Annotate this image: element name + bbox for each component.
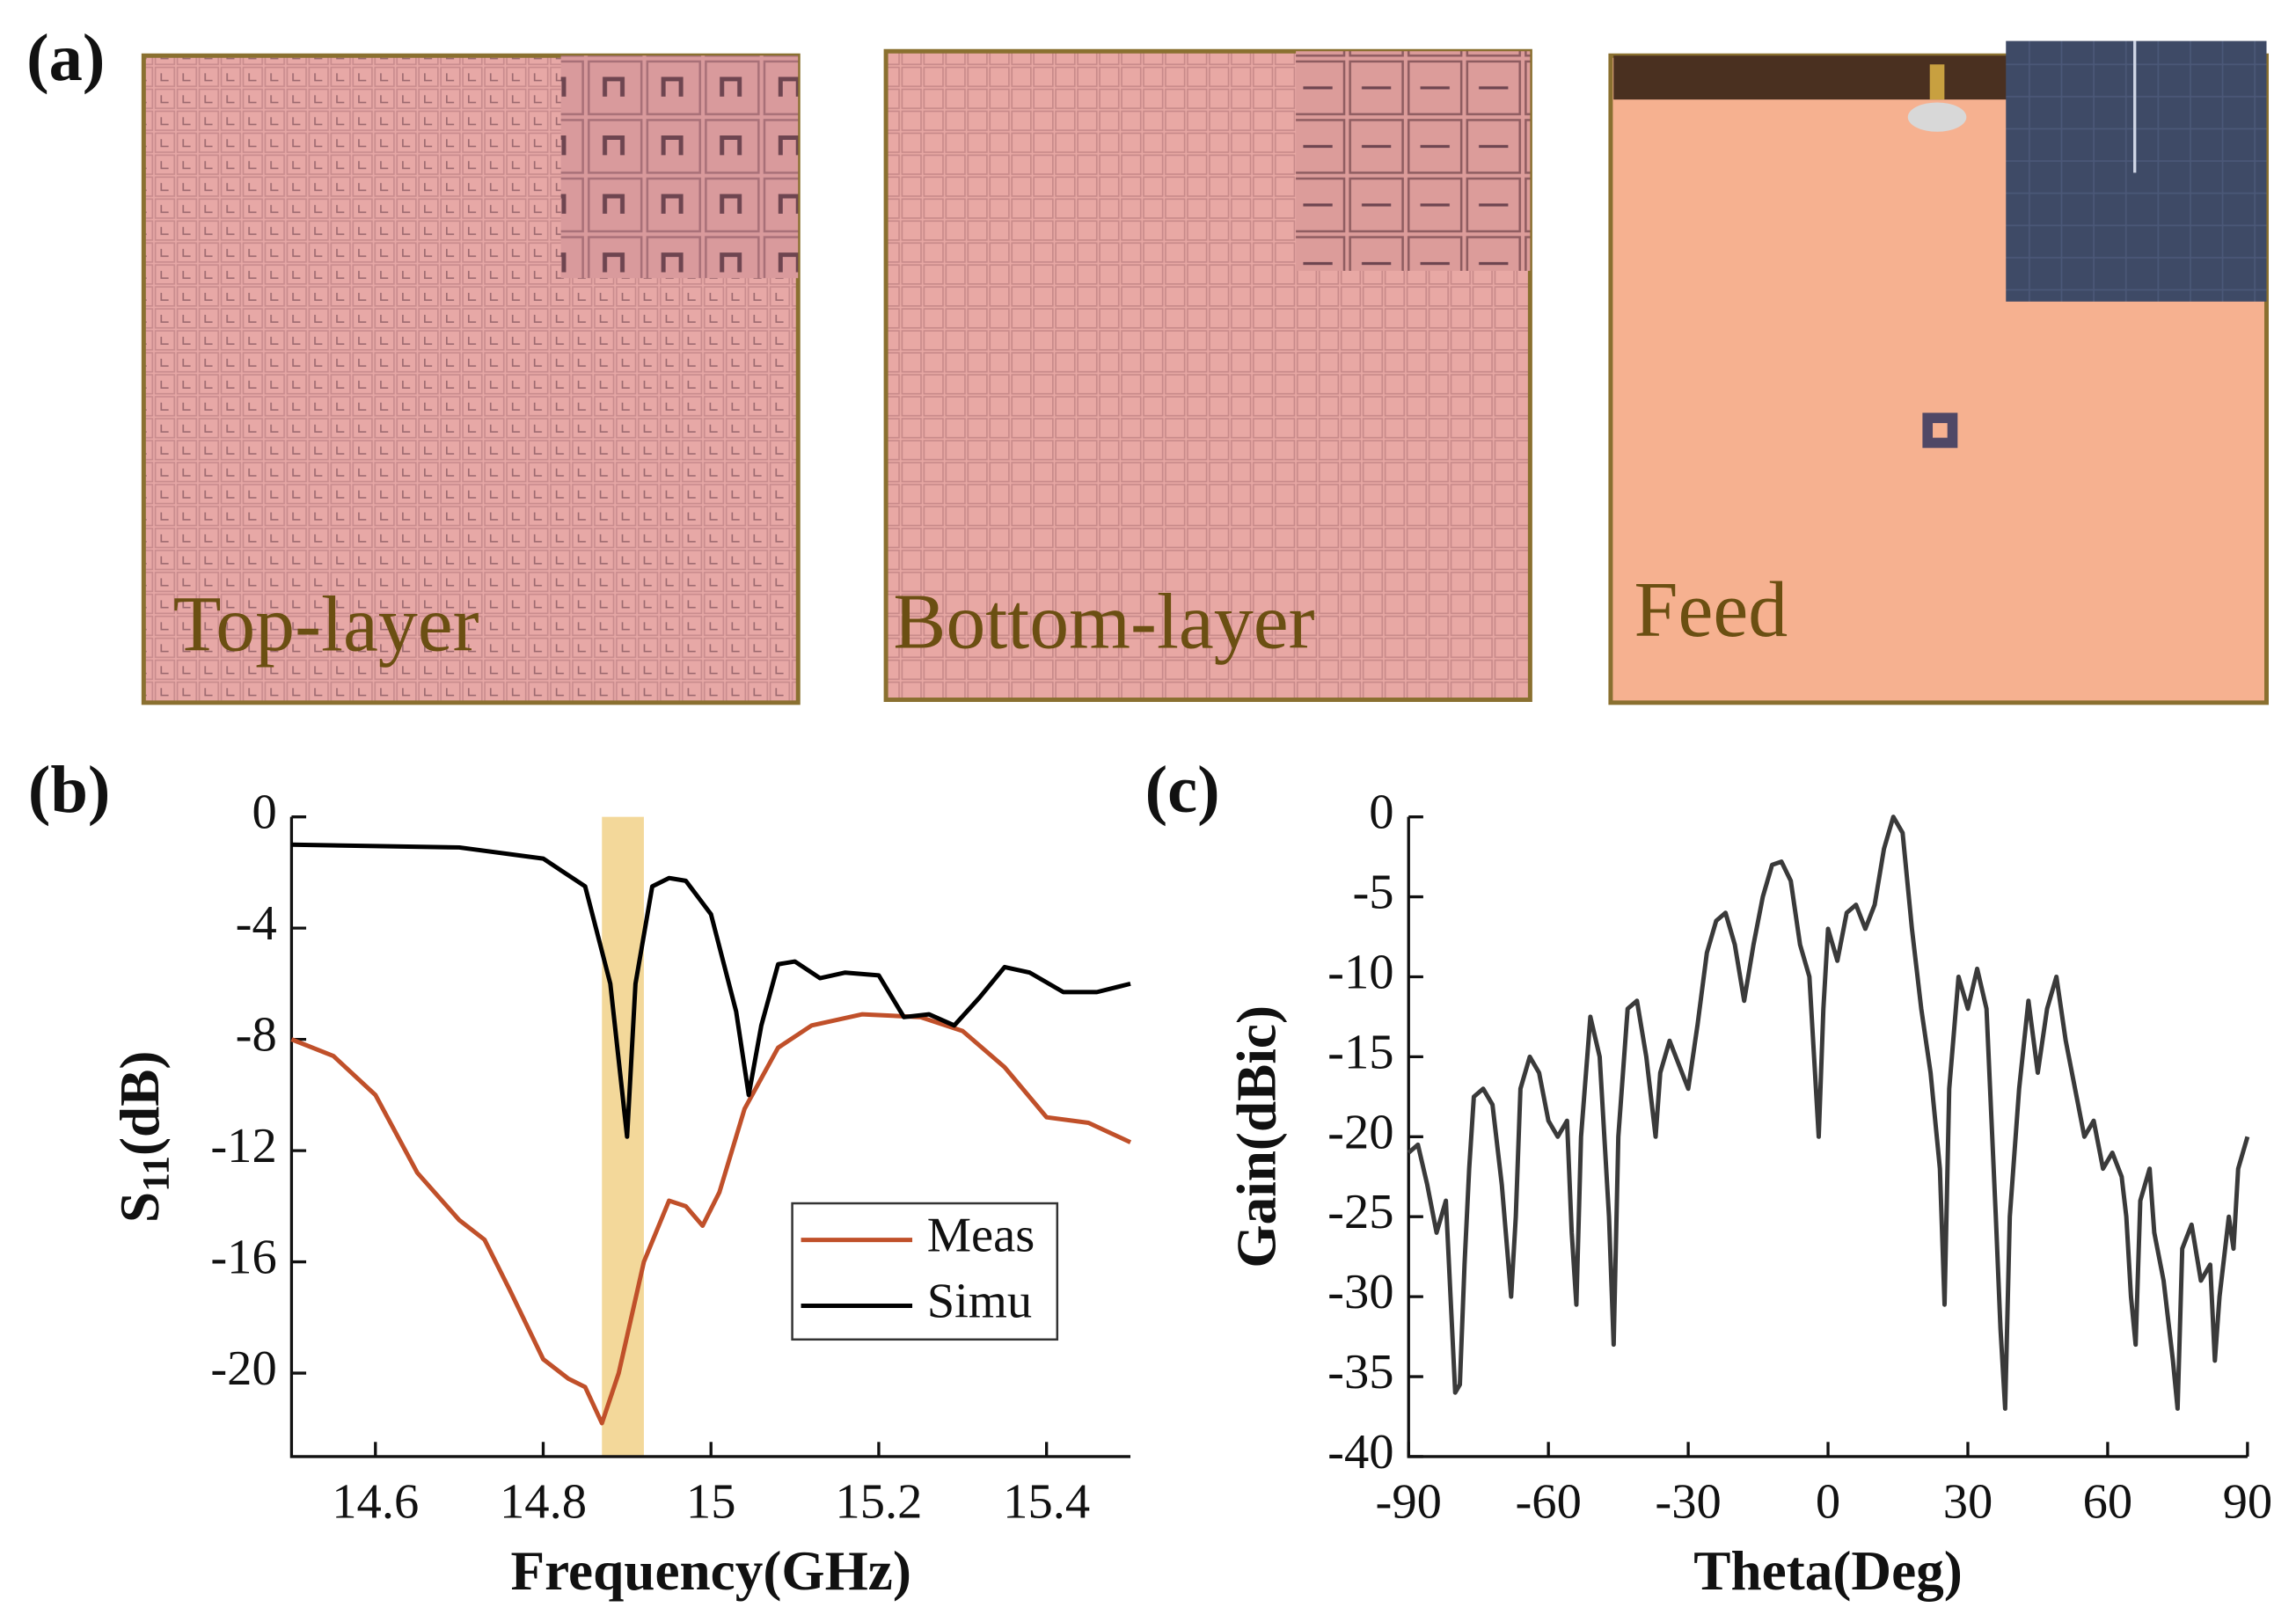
x-axis-label: Frequency(GHz) <box>510 1540 910 1602</box>
x-tick-label: 14.8 <box>500 1475 587 1530</box>
x-tick-label: -30 <box>1655 1475 1721 1530</box>
series-line <box>1407 815 2250 1411</box>
panel-label: (b) <box>28 752 111 827</box>
photo-label: Feed <box>1634 566 1788 654</box>
connector <box>1929 64 1945 100</box>
panel-label: (a) <box>26 20 105 95</box>
y-tick-label: -35 <box>1327 1345 1393 1399</box>
photo-zoom <box>560 55 799 279</box>
x-tick-label: -60 <box>1515 1475 1581 1530</box>
legend-label: Simu <box>927 1275 1032 1329</box>
connector <box>1907 102 1967 132</box>
y-axis-label-part: 11 <box>135 1156 178 1192</box>
axis <box>1407 816 2248 1458</box>
x-tick-label: 90 <box>2223 1475 2273 1530</box>
y-tick-label: -20 <box>1327 1105 1393 1159</box>
x-tick-label: 60 <box>2083 1475 2133 1530</box>
x-tick-label: -90 <box>1376 1475 1442 1530</box>
legend-label: Meas <box>927 1209 1035 1263</box>
legend-box <box>791 1202 1059 1341</box>
y-axis-label-part: S <box>108 1192 170 1223</box>
y-tick-label: -15 <box>1327 1025 1393 1079</box>
panel-a: (a) Top-layer Bottom-layer Feed <box>26 20 2269 705</box>
y-tick-label: 0 <box>1369 785 1393 840</box>
x-tick-label: 30 <box>1943 1475 1993 1530</box>
y-tick-label: 0 <box>252 785 276 840</box>
y-tick-label: -8 <box>236 1008 277 1063</box>
y-tick-label: -12 <box>210 1119 276 1173</box>
x-tick-label: 15.2 <box>835 1475 922 1530</box>
y-tick-label: -10 <box>1327 945 1393 999</box>
y-tick-label: -16 <box>210 1231 276 1285</box>
feed-point <box>1933 422 1948 438</box>
photo-zoom <box>1296 51 1531 271</box>
x-axis-label: Theta(Deg) <box>1693 1540 1963 1602</box>
y-axis-label: Gain(dBic) <box>1225 1005 1287 1268</box>
x-tick-label: 0 <box>1816 1475 1840 1530</box>
photo-label: Top-layer <box>173 581 479 669</box>
y-tick-label: -20 <box>210 1341 276 1396</box>
y-axis-label-part: (dB) <box>108 1051 170 1156</box>
x-tick-label: 15.4 <box>1003 1475 1090 1530</box>
y-tick-label: -4 <box>236 896 277 951</box>
y-tick-label: -25 <box>1327 1185 1393 1239</box>
axis <box>289 816 1131 1458</box>
series-line <box>291 842 1131 1139</box>
y-axis-label: S11(dB) <box>108 1051 177 1224</box>
x-tick-label: 14.6 <box>332 1475 419 1530</box>
y-tick-label: -5 <box>1352 866 1393 920</box>
panel-label: (c) <box>1145 752 1220 827</box>
series-line <box>290 1012 1132 1426</box>
x-tick-label: 15 <box>686 1475 736 1530</box>
y-tick-label: -30 <box>1327 1265 1393 1319</box>
photo-label: Bottom-layer <box>893 578 1314 665</box>
y-tick-label: -40 <box>1327 1425 1393 1480</box>
